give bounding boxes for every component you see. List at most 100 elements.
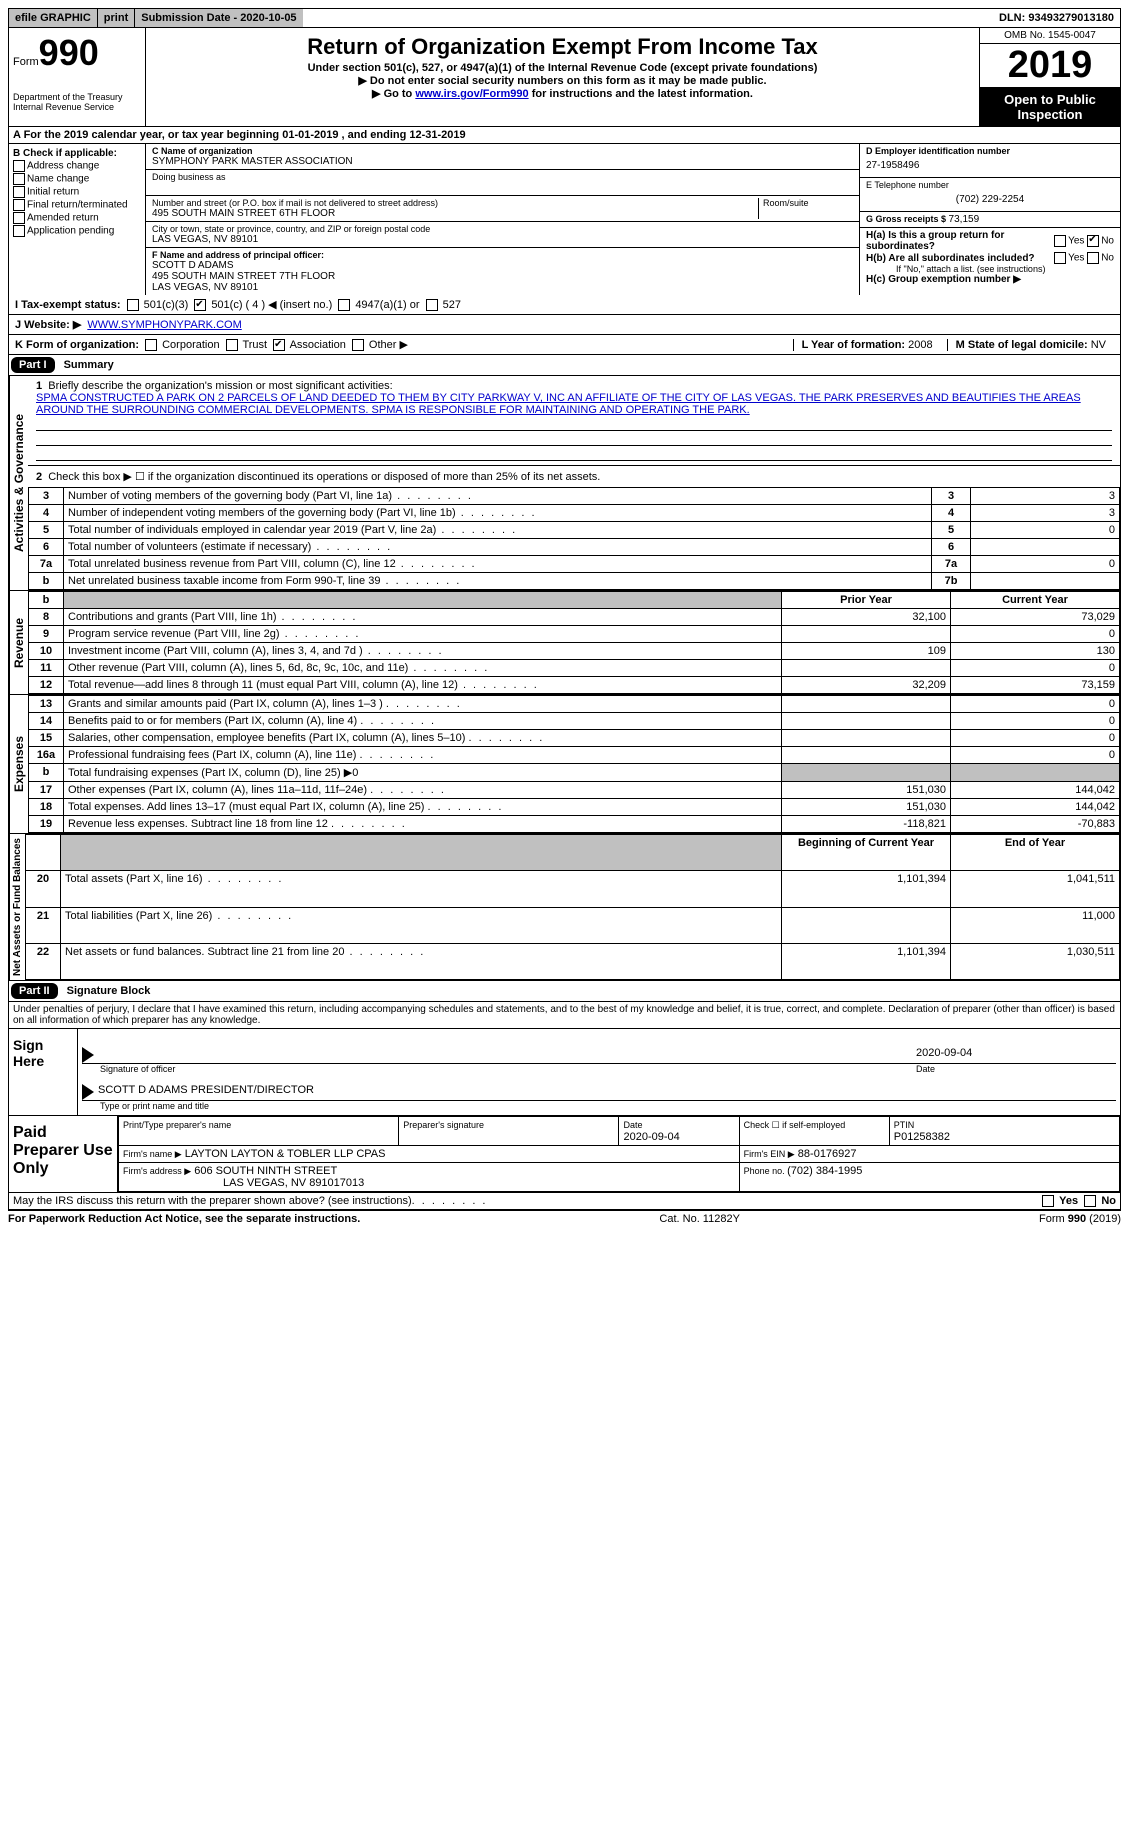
current-year-value: 0	[951, 730, 1120, 747]
org-name: SYMPHONY PARK MASTER ASSOCIATION	[152, 156, 853, 167]
mission-text[interactable]: SPMA CONSTRUCTED A PARK ON 2 PARCELS OF …	[36, 392, 1081, 416]
line-number: 20	[26, 871, 61, 907]
blank	[64, 592, 782, 609]
footer-right: Form 990 (2019)	[1039, 1213, 1121, 1225]
section-c: C Name of organization SYMPHONY PARK MAS…	[146, 144, 860, 295]
line-number: b	[29, 573, 64, 590]
chk-corp[interactable]: Corporation	[145, 339, 220, 351]
prior-year-value	[782, 747, 951, 764]
form-title: Return of Organization Exempt From Incom…	[150, 34, 975, 60]
chk-application-pending[interactable]: Application pending	[13, 225, 141, 237]
line-label: Other revenue (Part VIII, column (A), li…	[64, 660, 782, 677]
chk-527[interactable]: 527	[426, 299, 461, 311]
prior-year-value: 151,030	[782, 782, 951, 799]
print-button[interactable]: print	[97, 9, 134, 27]
firm-name-label: Firm's name ▶	[123, 1149, 182, 1159]
firm-addr2: LAS VEGAS, NV 891017013	[123, 1177, 364, 1189]
line-number: 8	[29, 609, 64, 626]
part2-title: Signature Block	[67, 985, 151, 997]
line-number: 11	[29, 660, 64, 677]
current-year-value: 130	[951, 643, 1120, 660]
line-number: 21	[26, 907, 61, 943]
line-value	[971, 539, 1120, 556]
ha-label: H(a) Is this a group return for subordin…	[866, 230, 1054, 252]
discuss-yes[interactable]: Yes	[1042, 1195, 1078, 1207]
line-label: Salaries, other compensation, employee b…	[64, 730, 782, 747]
sign-here-label: Sign Here	[9, 1029, 78, 1115]
side-revenue: Revenue	[9, 591, 28, 694]
hb-no[interactable]: No	[1087, 252, 1114, 264]
prior-year-value	[782, 626, 951, 643]
part1-title: Summary	[64, 359, 114, 371]
line2-text: Check this box ▶ ☐ if the organization d…	[48, 471, 600, 483]
sign-here-block: Sign Here 2020-09-04 Signature of office…	[8, 1029, 1121, 1116]
line-label: Professional fundraising fees (Part IX, …	[64, 747, 782, 764]
ein: 27-1958496	[866, 156, 1114, 175]
chk-501c[interactable]: 501(c) ( 4 ) ◀ (insert no.)	[194, 298, 332, 311]
submission-date-label: Submission Date -	[141, 12, 240, 24]
current-year-value: 73,159	[951, 677, 1120, 694]
chk-address-change[interactable]: Address change	[13, 160, 141, 172]
line-label: Other expenses (Part IX, column (A), lin…	[64, 782, 782, 799]
irs-form990-link[interactable]: www.irs.gov/Form990	[415, 88, 528, 100]
website-link[interactable]: WWW.SYMPHONYPARK.COM	[87, 319, 241, 331]
m-label: M State of legal domicile:	[956, 339, 1091, 351]
identity-block: B Check if applicable: Address change Na…	[8, 144, 1121, 295]
blank: b	[29, 592, 64, 609]
line-value	[971, 573, 1120, 590]
part1-header-row: Part I Summary	[8, 355, 1121, 376]
current-year-value: 144,042	[951, 799, 1120, 816]
line-box: 7b	[932, 573, 971, 590]
discuss-row: May the IRS discuss this return with the…	[8, 1193, 1121, 1210]
current-year-value: 0	[951, 713, 1120, 730]
hb-yes[interactable]: Yes	[1054, 252, 1084, 264]
chk-assoc[interactable]: Association	[273, 339, 346, 351]
city-label: City or town, state or province, country…	[152, 224, 853, 234]
check-if-self[interactable]: Check ☐ if self-employed	[744, 1120, 846, 1130]
line-number: 22	[26, 943, 61, 979]
goto-prefix: ▶ Go to	[372, 88, 415, 100]
prior-year-value	[782, 696, 951, 713]
officer-addr1: 495 SOUTH MAIN STREET 7TH FLOOR	[152, 271, 853, 282]
chk-trust[interactable]: Trust	[226, 339, 268, 351]
current-year-value: 0	[951, 747, 1120, 764]
chk-501c3[interactable]: 501(c)(3)	[127, 299, 189, 311]
firm-phone: (702) 384-1995	[787, 1165, 862, 1177]
chk-amended-return[interactable]: Amended return	[13, 212, 141, 224]
chk-final-return[interactable]: Final return/terminated	[13, 199, 141, 211]
line-number: 9	[29, 626, 64, 643]
eoy-value: 11,000	[951, 907, 1120, 943]
current-year-value	[951, 764, 1120, 782]
line-box: 5	[932, 522, 971, 539]
irs-label: Internal Revenue Service	[13, 102, 141, 112]
ha-no[interactable]: No	[1087, 235, 1114, 247]
efile-graphic-button[interactable]: efile GRAPHIC	[9, 9, 97, 27]
line-box: 4	[932, 505, 971, 522]
boy-value: 1,101,394	[782, 943, 951, 979]
hb-note: If "No," attach a list. (see instruction…	[866, 264, 1114, 274]
prep-sig-label: Preparer's signature	[403, 1120, 484, 1130]
blank	[61, 835, 782, 871]
row-i-tax-status: I Tax-exempt status: 501(c)(3) 501(c) ( …	[8, 295, 1121, 315]
room-label: Room/suite	[763, 198, 853, 208]
prior-year-value: 32,209	[782, 677, 951, 694]
chk-name-change[interactable]: Name change	[13, 173, 141, 185]
blank	[26, 835, 61, 871]
ha-yes[interactable]: Yes	[1054, 235, 1084, 247]
line1-label: Briefly describe the organization's miss…	[48, 380, 392, 392]
current-year-value: 144,042	[951, 782, 1120, 799]
chk-initial-return[interactable]: Initial return	[13, 186, 141, 198]
discuss-no[interactable]: No	[1084, 1195, 1116, 1207]
c-name-label: C Name of organization	[152, 146, 853, 156]
line-box: 6	[932, 539, 971, 556]
officer-addr2: LAS VEGAS, NV 89101	[152, 282, 853, 293]
side-netassets: Net Assets or Fund Balances	[9, 834, 25, 980]
g-label: G Gross receipts $	[866, 214, 949, 224]
chk-4947[interactable]: 4947(a)(1) or	[338, 299, 419, 311]
declaration-text: Under penalties of perjury, I declare th…	[8, 1002, 1121, 1029]
current-year-value: -70,883	[951, 816, 1120, 833]
part2-header-row: Part II Signature Block	[8, 981, 1121, 1002]
period-prefix: A For the 2019 calendar year, or tax yea…	[13, 129, 282, 141]
chk-other[interactable]: Other ▶	[352, 338, 408, 351]
submission-date: Submission Date - 2020-10-05	[134, 9, 302, 27]
